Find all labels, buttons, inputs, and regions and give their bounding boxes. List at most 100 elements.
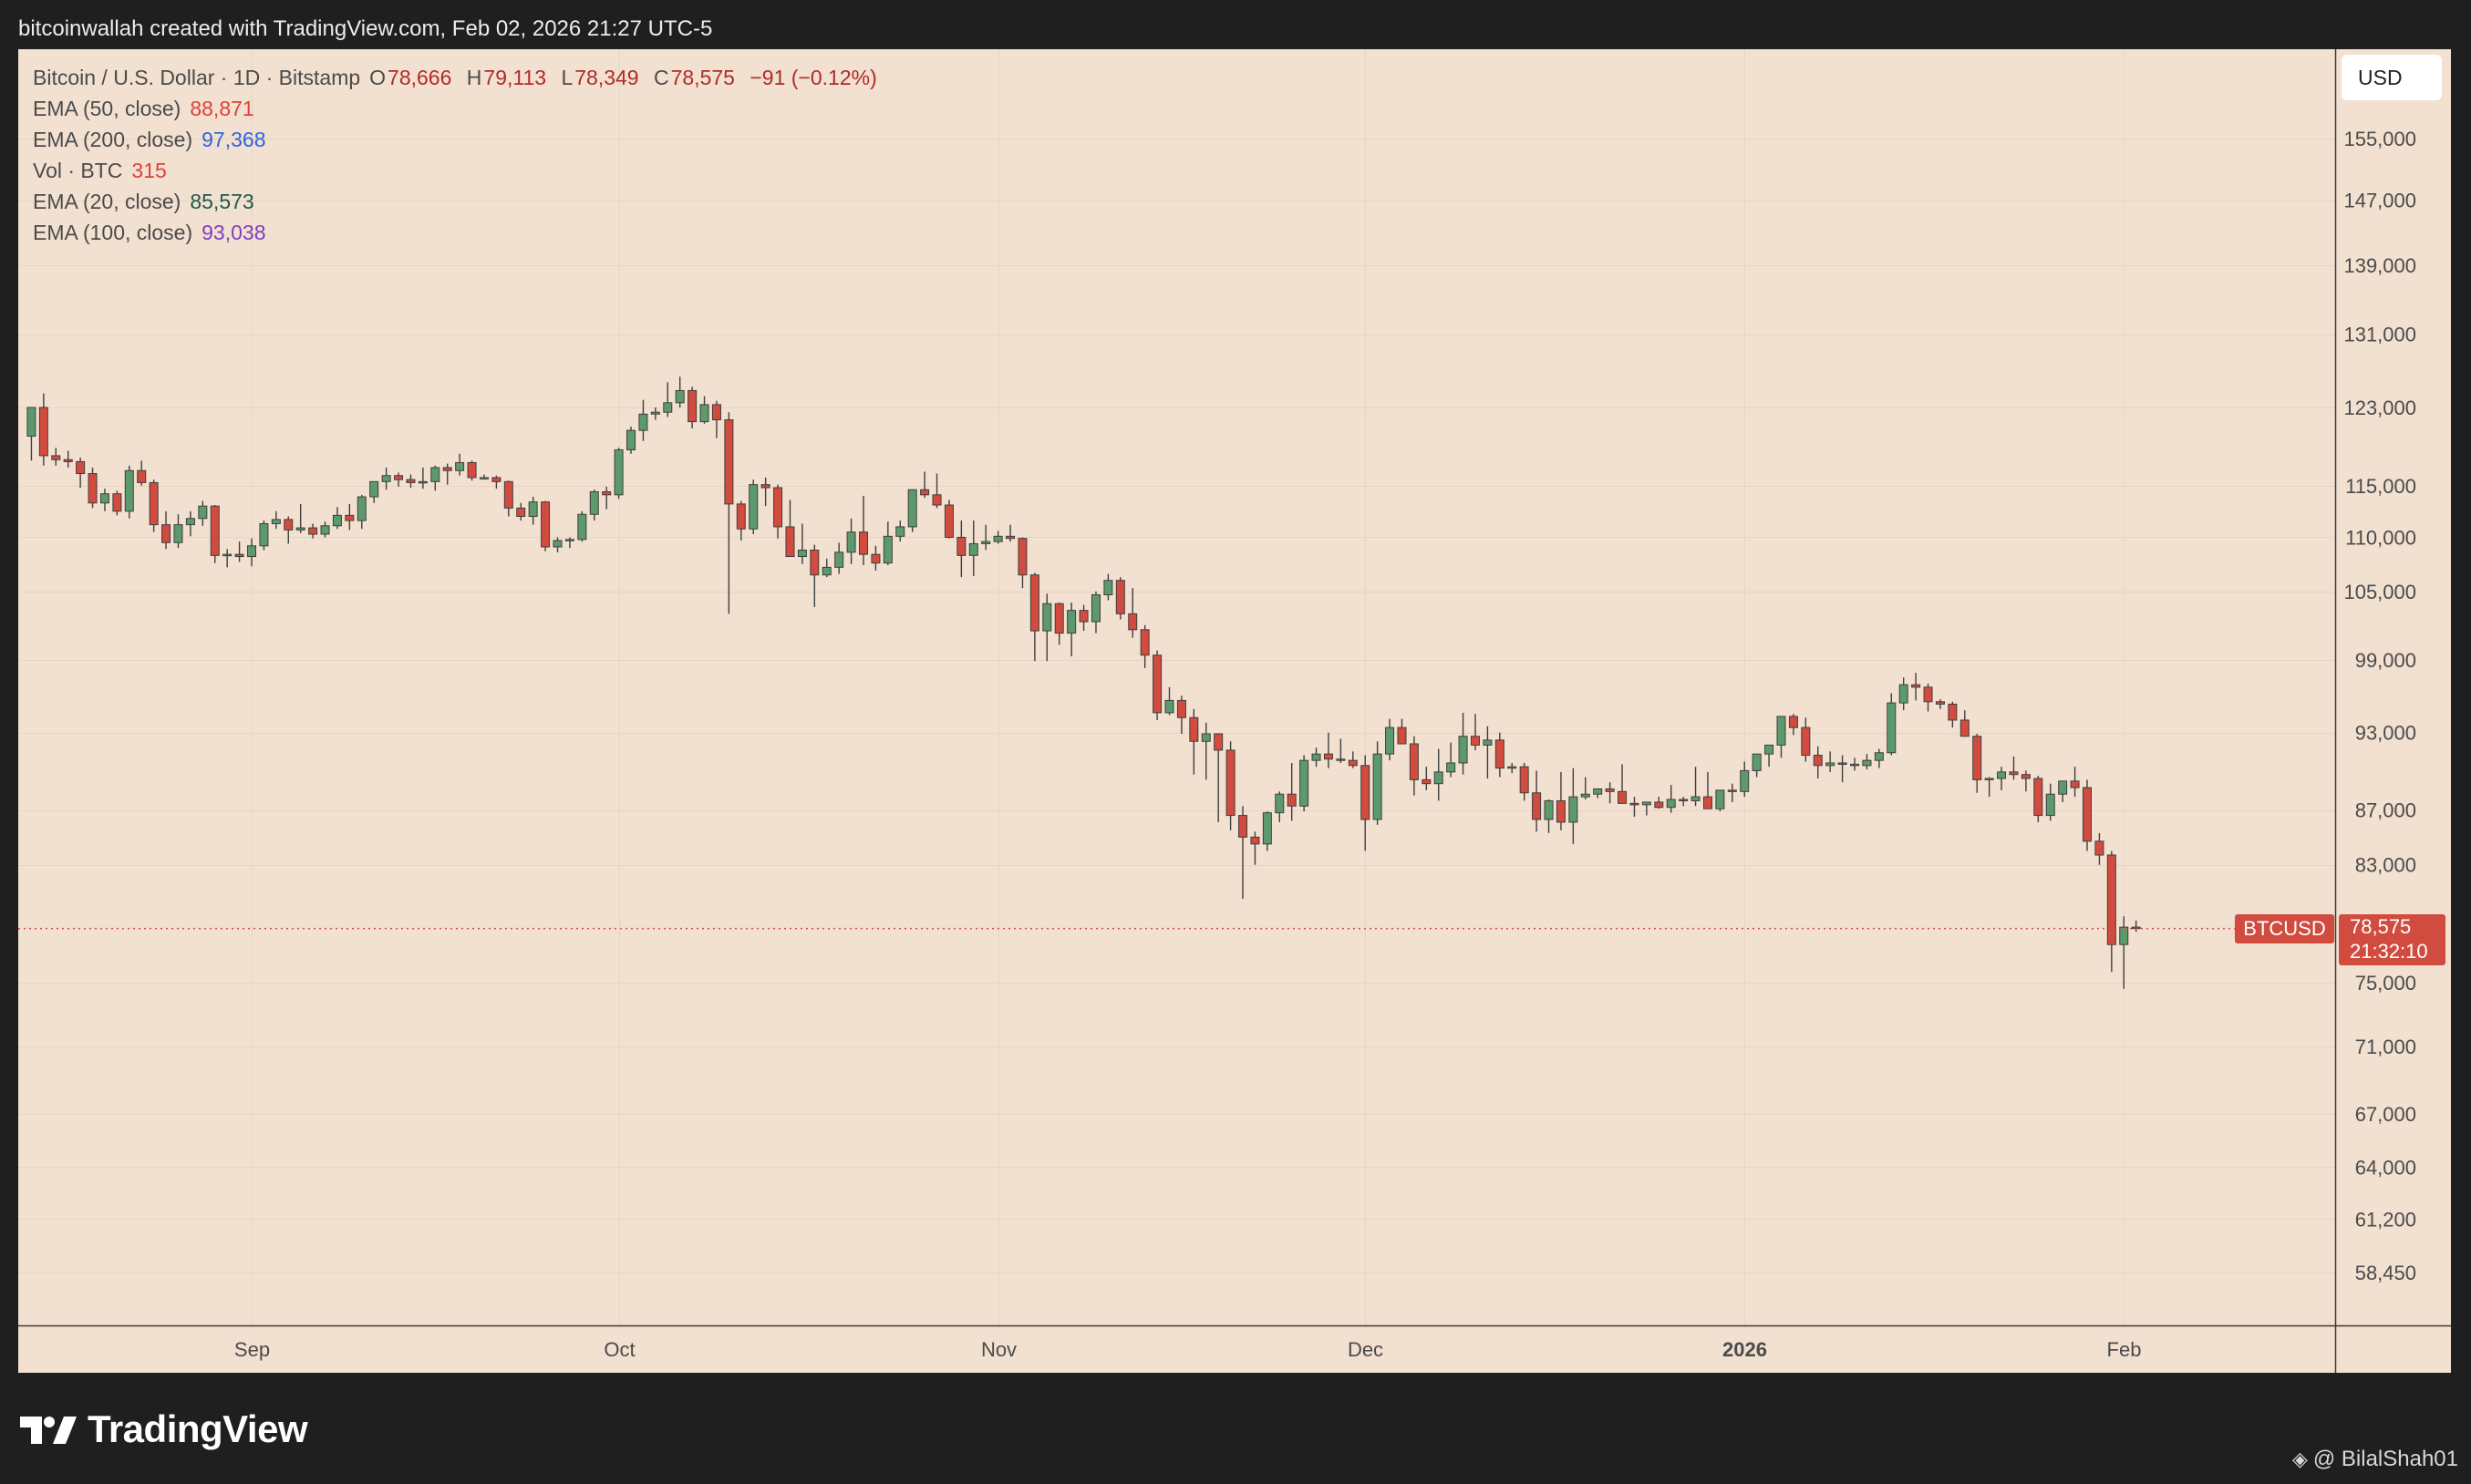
candle-up bbox=[1862, 754, 1872, 770]
candle-up bbox=[1776, 716, 1786, 758]
candle-body bbox=[308, 527, 318, 535]
last-price-tag: 78,575 21:32:10 bbox=[2339, 914, 2445, 965]
candle-body bbox=[553, 540, 563, 548]
low-label: L bbox=[561, 66, 574, 89]
candle-down bbox=[1679, 797, 1689, 807]
indicator-value: 85,573 bbox=[190, 190, 254, 213]
y-tick-label: 123,000 bbox=[2343, 397, 2416, 419]
candle-body bbox=[1140, 629, 1150, 656]
candle-down bbox=[810, 544, 820, 607]
candle-body bbox=[99, 493, 109, 504]
candle-body bbox=[406, 479, 416, 483]
candle-down bbox=[1801, 717, 1811, 762]
candle-body bbox=[124, 469, 134, 512]
indicator-ema100[interactable]: EMA (100, close) 93,038 bbox=[33, 217, 886, 248]
candle-down bbox=[1409, 736, 1419, 796]
candle-body bbox=[1825, 762, 1835, 767]
indicator-label: EMA (20, close) bbox=[33, 190, 181, 213]
candle-down bbox=[1079, 604, 1089, 632]
candlestick-chart[interactable]: Sep Oct Nov Dec 2026 Feb 155,000 147,000 139,000… bbox=[18, 49, 2451, 1373]
candle-body bbox=[1715, 789, 1725, 809]
candle-body bbox=[810, 549, 820, 576]
candle-down bbox=[112, 490, 122, 516]
candle-up bbox=[1299, 755, 1309, 812]
candle-down bbox=[1556, 771, 1566, 830]
candle-up bbox=[418, 467, 428, 490]
candle-body bbox=[1323, 753, 1333, 760]
candle-body bbox=[993, 535, 1003, 542]
candle-body bbox=[1018, 538, 1028, 576]
candle-body bbox=[1654, 801, 1664, 809]
candle-body bbox=[467, 462, 477, 479]
candle-body bbox=[1788, 716, 1798, 728]
candle-body bbox=[210, 505, 220, 556]
candle-down bbox=[1519, 762, 1529, 801]
candle-body bbox=[1519, 766, 1529, 794]
candle-body bbox=[871, 553, 881, 564]
candle-body bbox=[675, 389, 685, 404]
candle-body bbox=[1935, 701, 1945, 705]
candle-body bbox=[724, 419, 734, 505]
y-tick-label: 131,000 bbox=[2343, 324, 2416, 346]
x-tick-label: Nov bbox=[981, 1338, 1017, 1361]
candle-down bbox=[871, 545, 881, 571]
candle-down bbox=[2070, 767, 2080, 798]
candle-body bbox=[1115, 580, 1125, 614]
candle-down bbox=[2009, 756, 2019, 780]
chart-caption: bitcoinwallah created with TradingView.c… bbox=[18, 16, 713, 41]
candle-body bbox=[1311, 753, 1321, 761]
chart-panel[interactable]: Sep Oct Nov Dec 2026 Feb 155,000 147,000 139,000… bbox=[18, 49, 2451, 1373]
candle-body bbox=[1409, 743, 1419, 780]
indicator-ema20[interactable]: EMA (20, close) 85,573 bbox=[33, 186, 886, 217]
x-tick-label: Dec bbox=[1348, 1338, 1383, 1361]
candle-body bbox=[516, 507, 526, 517]
candle-down bbox=[711, 400, 721, 438]
candle-up bbox=[822, 558, 832, 578]
candle-body bbox=[1042, 603, 1052, 632]
candle-up bbox=[2045, 783, 2055, 821]
candle-up bbox=[1103, 573, 1113, 601]
candle-body bbox=[614, 448, 624, 496]
candle-down bbox=[1006, 524, 1016, 542]
candle-body bbox=[2021, 774, 2031, 779]
candle-body bbox=[1507, 766, 1517, 769]
indicator-ema200[interactable]: EMA (200, close) 97,368 bbox=[33, 124, 886, 155]
candle-body bbox=[907, 489, 917, 528]
candle-down bbox=[1702, 771, 1712, 809]
candle-body bbox=[1372, 753, 1382, 820]
y-tick-label: 71,000 bbox=[2355, 1036, 2416, 1058]
candle-up bbox=[455, 453, 465, 476]
candle-down bbox=[1115, 577, 1125, 620]
y-tick-label: 115,000 bbox=[2345, 475, 2416, 498]
candle-body bbox=[185, 518, 195, 526]
candle-body bbox=[1813, 755, 1823, 767]
y-tick-label: 87,000 bbox=[2355, 799, 2416, 822]
indicator-volume[interactable]: Vol · BTC 315 bbox=[33, 155, 886, 186]
currency-button[interactable]: USD bbox=[2342, 55, 2442, 100]
candle-body bbox=[1091, 593, 1101, 623]
candle-body bbox=[1225, 749, 1236, 817]
candle-up bbox=[320, 521, 330, 538]
candle-body bbox=[2045, 793, 2055, 817]
candle-down bbox=[760, 477, 770, 507]
candle-up bbox=[1568, 768, 1578, 844]
indicator-ema50[interactable]: EMA (50, close) 88,871 bbox=[33, 93, 886, 124]
candle-body bbox=[63, 459, 73, 462]
candle-down bbox=[234, 541, 244, 562]
candle-body bbox=[1605, 788, 1615, 792]
candle-body bbox=[479, 477, 489, 479]
candle-body bbox=[1984, 778, 1994, 780]
candle-up bbox=[1458, 712, 1468, 775]
symbol-description[interactable]: Bitcoin / U.S. Dollar · 1D · Bitstamp bbox=[33, 66, 361, 89]
candle-body bbox=[1544, 799, 1554, 820]
candle-up bbox=[1641, 801, 1651, 816]
candle-body bbox=[1898, 684, 1908, 704]
candle-down bbox=[1336, 738, 1346, 763]
candle-body bbox=[749, 484, 759, 530]
indicator-value: 93,038 bbox=[202, 221, 266, 244]
close-value: 78,575 bbox=[670, 66, 735, 89]
candle-body bbox=[222, 553, 233, 557]
candle-body bbox=[2058, 780, 2068, 795]
candle-down bbox=[1850, 757, 1860, 771]
candle-down bbox=[1959, 710, 1970, 737]
